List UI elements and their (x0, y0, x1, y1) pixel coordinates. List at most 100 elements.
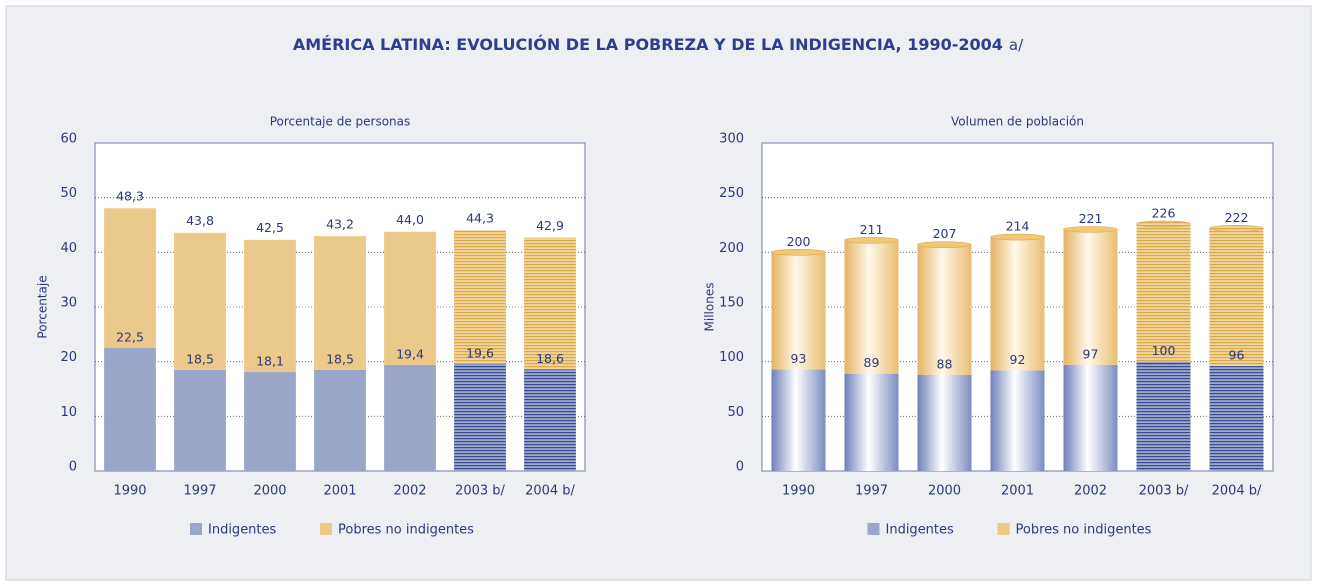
bar-segment (917, 374, 972, 471)
bar-segment (917, 244, 972, 375)
segment-label: 18,6 (536, 351, 564, 366)
segment-label: 96 (1229, 348, 1245, 363)
bar-segment (104, 206, 156, 348)
bar-segment (174, 231, 226, 370)
bar-segment (454, 228, 506, 364)
y-tick-label: 10 (60, 405, 77, 420)
segment-label: 100 (1152, 343, 1176, 358)
legend-label: Pobres no indigentes (1016, 523, 1152, 538)
total-label: 43,8 (186, 213, 214, 228)
segment-label: 19,6 (466, 345, 494, 360)
x-tick-label: 1997 (183, 484, 216, 499)
y-tick-label: 0 (69, 460, 77, 475)
x-tick-label: 2003 b/ (1139, 484, 1189, 499)
bar-segment (244, 372, 296, 471)
bar-segment (454, 363, 506, 471)
y-tick-label: 100 (719, 350, 744, 365)
y-axis-label: Millones (703, 283, 717, 332)
x-tick-label: 1990 (782, 484, 815, 499)
y-tick-label: 20 (60, 350, 77, 365)
bar-cap (1209, 224, 1264, 232)
x-tick-label: 2001 (1001, 484, 1034, 499)
legend-label: Indigentes (208, 523, 277, 538)
bar-segment (844, 373, 899, 471)
bar-segment (1063, 229, 1118, 365)
page-title: AMÉRICA LATINA: EVOLUCIÓN DE LA POBREZA … (293, 35, 1024, 54)
y-tick-label: 50 (60, 186, 77, 201)
y-tick-label: 40 (60, 241, 77, 256)
bar-cap (771, 249, 826, 256)
bar-segment (1136, 361, 1191, 471)
bar-segment (1063, 364, 1118, 471)
x-tick-label: 1997 (855, 484, 888, 499)
total-label: 211 (860, 222, 884, 237)
y-tick-label: 300 (719, 132, 744, 147)
x-tick-label: 2002 (1074, 484, 1107, 499)
bar-segment (771, 252, 826, 370)
segment-label: 18,5 (326, 351, 354, 366)
bar-segment (104, 348, 156, 471)
bar-segment (524, 369, 576, 471)
x-tick-label: 2000 (928, 484, 961, 499)
legend-swatch (190, 523, 202, 535)
bar-cap (990, 233, 1045, 241)
total-label: 226 (1152, 205, 1176, 220)
y-axis-label: Porcentaje (36, 275, 50, 338)
bar-segment (524, 236, 576, 370)
total-label: 48,3 (116, 188, 144, 203)
y-tick-label: 250 (719, 186, 744, 201)
bar-segment (314, 234, 366, 370)
bar-segment (314, 369, 366, 471)
segment-label: 22,5 (116, 330, 144, 345)
chart-title: Volumen de población (951, 115, 1084, 129)
segment-label: 97 (1083, 346, 1099, 361)
bar-cap (1063, 226, 1118, 233)
total-label: 214 (1006, 219, 1030, 234)
x-tick-label: 2003 b/ (455, 484, 505, 499)
y-tick-label: 200 (719, 241, 744, 256)
segment-label: 19,4 (396, 346, 424, 361)
x-tick-label: 2004 b/ (525, 484, 575, 499)
x-tick-label: 2004 b/ (1212, 484, 1262, 499)
bar-segment (844, 240, 899, 374)
y-tick-label: 60 (60, 132, 77, 147)
bar-segment (1209, 366, 1264, 471)
bar-cap (844, 237, 899, 244)
bar-segment (244, 238, 296, 373)
segment-label: 93 (791, 351, 807, 366)
total-label: 207 (933, 226, 957, 241)
bar-segment (1209, 228, 1264, 367)
y-tick-label: 30 (60, 296, 77, 311)
bar-segment (771, 369, 826, 471)
segment-label: 92 (1010, 352, 1026, 367)
total-label: 200 (787, 234, 811, 249)
segment-label: 89 (864, 355, 880, 370)
y-tick-label: 150 (719, 296, 744, 311)
legend-label: Indigentes (886, 523, 955, 538)
legend-swatch (867, 523, 880, 535)
total-label: 43,2 (326, 216, 354, 231)
x-tick-label: 2000 (253, 484, 286, 499)
legend-swatch (320, 523, 332, 535)
bar-segment (384, 230, 436, 365)
bar-segment (990, 370, 1045, 471)
bar-cap (1136, 220, 1191, 228)
y-tick-label: 50 (727, 405, 744, 420)
bar-cap (917, 241, 972, 248)
bar-segment (990, 237, 1045, 371)
segment-label: 18,5 (186, 351, 214, 366)
total-label: 221 (1079, 211, 1103, 226)
total-label: 44,3 (466, 210, 494, 225)
x-tick-label: 1990 (113, 484, 146, 499)
bar-segment (384, 364, 436, 471)
total-label: 222 (1225, 210, 1249, 225)
x-tick-label: 2001 (323, 484, 356, 499)
segment-label: 18,1 (256, 354, 284, 369)
bar-segment (1136, 223, 1191, 362)
legend-swatch (997, 523, 1010, 535)
total-label: 42,9 (536, 218, 564, 233)
total-label: 44,0 (396, 212, 424, 227)
x-tick-label: 2002 (393, 484, 426, 499)
